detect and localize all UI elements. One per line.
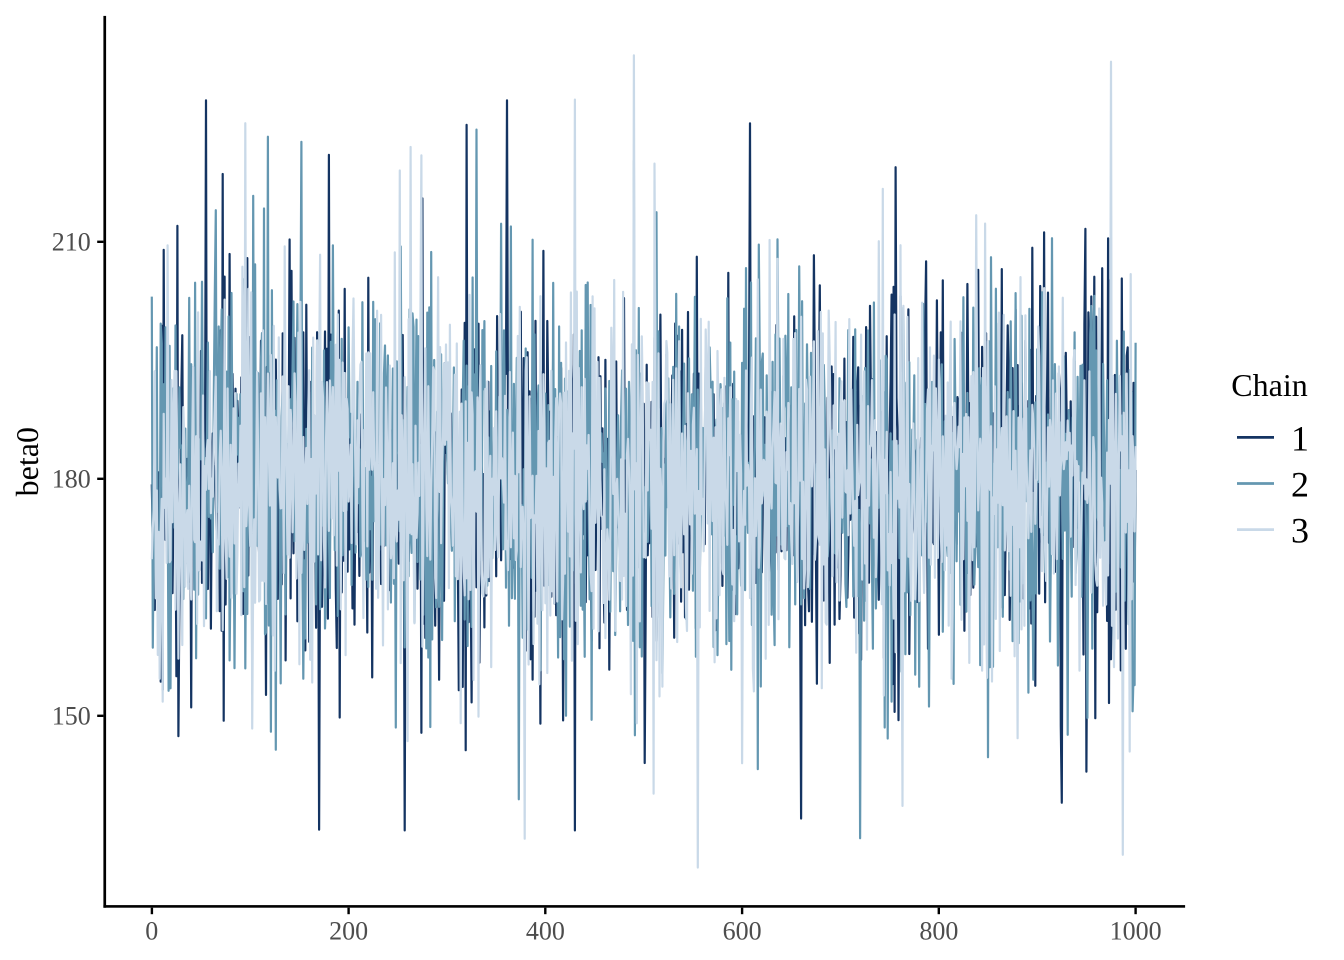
svg-text:0: 0: [145, 917, 158, 946]
svg-text:800: 800: [919, 917, 958, 946]
svg-text:150: 150: [52, 701, 91, 730]
svg-text:beta0: beta0: [9, 427, 45, 496]
svg-text:180: 180: [52, 464, 91, 493]
svg-text:Chain: Chain: [1231, 367, 1307, 403]
svg-text:1: 1: [1291, 419, 1309, 459]
svg-text:2: 2: [1291, 465, 1309, 505]
svg-text:400: 400: [526, 917, 565, 946]
svg-text:600: 600: [723, 917, 762, 946]
svg-text:200: 200: [329, 917, 368, 946]
svg-text:1000: 1000: [1110, 917, 1162, 946]
svg-text:3: 3: [1291, 511, 1309, 551]
svg-text:210: 210: [52, 227, 91, 256]
